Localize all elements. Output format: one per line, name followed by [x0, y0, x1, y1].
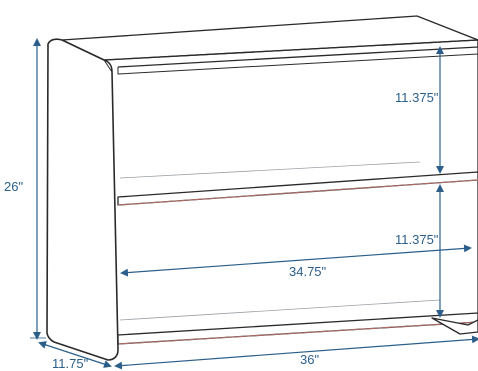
width-label: 36"	[300, 352, 319, 367]
upper-clearance-label: 11.375"	[395, 90, 439, 105]
bookcase-top-panel	[61, 15, 478, 61]
bookcase-back-panel-top	[117, 53, 478, 75]
bookcase-bottom-shelf	[117, 312, 478, 345]
bookcase-left-side-panel	[46, 38, 119, 361]
depth-dimension-line	[38, 341, 112, 368]
height-label: 26"	[4, 179, 23, 194]
bookcase-top-panel-front-edge	[103, 39, 478, 68]
bookcase-base-right	[431, 317, 478, 335]
bookcase-illustration	[46, 15, 478, 361]
left-side-panel-front-edge	[103, 59, 113, 73]
middle-shelf-back-line	[119, 161, 421, 179]
bookcase-middle-shelf	[117, 171, 478, 206]
dimension-labels: 26" 11.75" 36" 34.75" 11.375" 11.375"	[4, 90, 439, 371]
middle-shelf-accent	[117, 179, 478, 206]
bottom-shelf-back-line	[119, 299, 441, 321]
inner-width-label: 34.75"	[289, 264, 327, 279]
dimension-lines	[30, 38, 478, 370]
lower-clearance-label: 11.375"	[395, 232, 439, 247]
depth-label: 11.75"	[52, 356, 89, 371]
width-dimension-line	[114, 335, 478, 370]
inner-width-dimension-line	[120, 244, 472, 277]
